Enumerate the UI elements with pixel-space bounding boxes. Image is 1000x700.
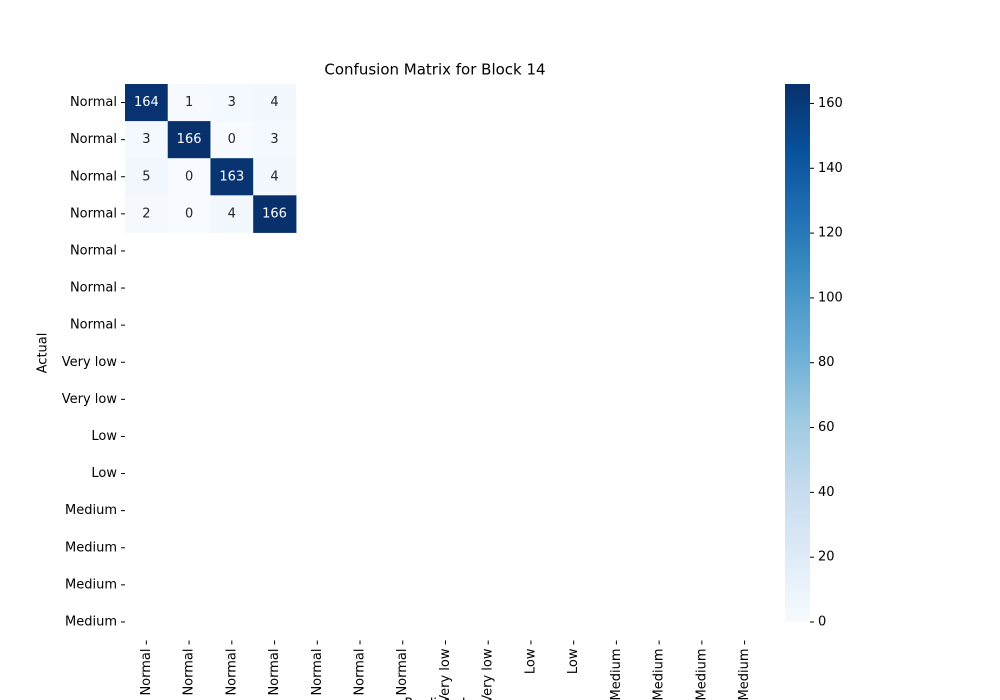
heatmap-cell bbox=[210, 84, 254, 122]
heatmap-cell bbox=[125, 158, 169, 196]
cell-label: 163 bbox=[219, 169, 244, 184]
x-tick-label: Low bbox=[566, 648, 581, 674]
heatmap-cell bbox=[167, 121, 211, 159]
y-tick-label: Normal bbox=[70, 206, 117, 221]
y-tick-label: Medium bbox=[65, 540, 117, 555]
colorbar-tick-label: 60 bbox=[818, 420, 835, 435]
colorbar-tick-label: 40 bbox=[818, 485, 835, 500]
cell-label: 5 bbox=[142, 169, 150, 184]
heatmap-cell bbox=[253, 121, 297, 159]
x-tick-label: Medium bbox=[694, 649, 709, 700]
y-axis-label: Actual bbox=[36, 333, 51, 374]
cell-label: 4 bbox=[228, 206, 236, 221]
colorbar-tick-label: 160 bbox=[818, 96, 843, 111]
x-tick-label: Medium bbox=[737, 649, 752, 700]
x-tick-label: Normal bbox=[353, 649, 368, 696]
cell-label: 3 bbox=[142, 132, 150, 147]
heatmap-cell bbox=[253, 158, 297, 196]
heatmap-cell bbox=[167, 158, 211, 196]
heatmap-cell bbox=[125, 121, 169, 159]
y-tick-label: Very low bbox=[62, 355, 118, 370]
y-tick-label: Normal bbox=[70, 132, 117, 147]
y-tick-label: Normal bbox=[70, 169, 117, 184]
cell-label: 2 bbox=[142, 206, 150, 221]
cell-label: 166 bbox=[262, 206, 287, 221]
colorbar bbox=[785, 84, 810, 622]
x-tick-label: Normal bbox=[310, 649, 325, 696]
cell-label: 0 bbox=[185, 169, 193, 184]
x-tick-label: Medium bbox=[609, 649, 624, 700]
x-tick-label: Normal bbox=[395, 649, 410, 696]
heatmap-cell bbox=[210, 158, 254, 196]
x-tick-label: Low bbox=[523, 648, 538, 674]
heatmap-cell bbox=[210, 121, 254, 159]
cell-label: 3 bbox=[228, 95, 236, 110]
x-tick-label: Very low bbox=[438, 648, 453, 700]
colorbar-tick-label: 0 bbox=[818, 615, 826, 630]
y-tick-label: Normal bbox=[70, 318, 117, 333]
cell-label: 4 bbox=[270, 169, 278, 184]
x-tick-label: Very low bbox=[481, 648, 496, 700]
y-tick-label: Normal bbox=[70, 281, 117, 296]
heatmap-cell bbox=[253, 195, 297, 233]
y-tick-label: Medium bbox=[65, 503, 117, 518]
y-tick-label: Medium bbox=[65, 577, 117, 592]
heatmap-cell bbox=[210, 195, 254, 233]
heatmap-cell bbox=[125, 195, 169, 233]
cell-label: 0 bbox=[228, 132, 236, 147]
cell-label: 166 bbox=[177, 132, 202, 147]
colorbar-tick-label: 100 bbox=[818, 290, 843, 305]
heatmap-cell bbox=[125, 84, 169, 122]
x-tick-label: Medium bbox=[652, 649, 667, 700]
x-tick-label: Normal bbox=[182, 649, 197, 696]
chart-title: Confusion Matrix for Block 14 bbox=[324, 61, 545, 79]
heatmap-cell bbox=[167, 84, 211, 122]
y-tick-label: Very low bbox=[62, 392, 118, 407]
x-tick-label: Normal bbox=[267, 649, 282, 696]
x-tick-label: Normal bbox=[139, 649, 154, 696]
colorbar-tick-label: 140 bbox=[818, 161, 843, 176]
y-tick-label: Normal bbox=[70, 243, 117, 258]
cell-label: 1 bbox=[185, 95, 193, 110]
x-tick-label: Normal bbox=[224, 649, 239, 696]
y-tick-label: Normal bbox=[70, 95, 117, 110]
cell-label: 4 bbox=[270, 95, 278, 110]
heatmap-cell bbox=[167, 195, 211, 233]
y-tick-label: Low bbox=[91, 466, 117, 481]
x-axis-label: Predicted bbox=[404, 697, 465, 700]
y-tick-label: Medium bbox=[65, 614, 117, 629]
cell-label: 3 bbox=[270, 132, 278, 147]
colorbar-tick-label: 80 bbox=[818, 355, 835, 370]
y-tick-label: Low bbox=[91, 429, 117, 444]
colorbar-tick-label: 20 bbox=[818, 550, 835, 565]
cell-label: 0 bbox=[185, 206, 193, 221]
heatmap-cell bbox=[253, 84, 297, 122]
cell-label: 164 bbox=[134, 95, 159, 110]
colorbar-tick-label: 120 bbox=[818, 226, 843, 241]
